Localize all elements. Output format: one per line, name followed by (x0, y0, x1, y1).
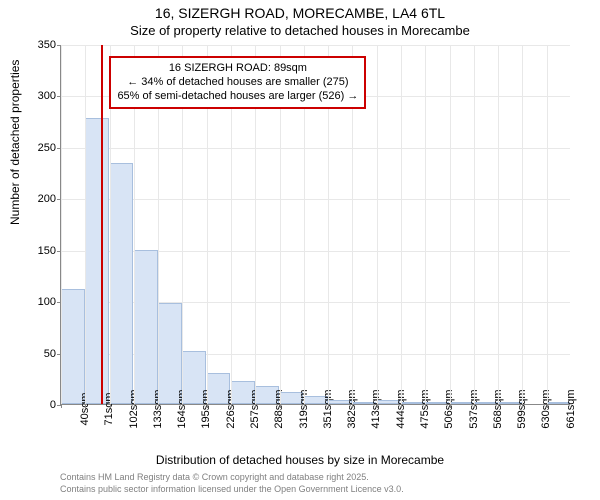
gridline-horizontal (61, 148, 570, 149)
gridline-horizontal (61, 45, 570, 46)
annotation-line: 16 SIZERGH ROAD: 89sqm (117, 61, 358, 75)
attribution-text: Contains HM Land Registry data © Crown c… (60, 472, 404, 495)
histogram-bar (110, 163, 134, 404)
gridline-vertical (450, 45, 451, 404)
gridline-vertical (498, 45, 499, 404)
gridline-vertical (377, 45, 378, 404)
ytick-label: 200 (38, 193, 56, 205)
y-axis-label: Number of detached properties (8, 60, 22, 225)
gridline-vertical (61, 45, 62, 404)
ytick-label: 300 (38, 90, 56, 102)
attribution-line: Contains HM Land Registry data © Crown c… (60, 472, 404, 484)
histogram-bar (134, 250, 158, 404)
histogram-bar (61, 289, 85, 404)
plot-area: 05010015020025030035040sqm71sqm102sqm133… (60, 45, 570, 405)
x-axis-label: Distribution of detached houses by size … (0, 453, 600, 467)
annotation-line: ← 34% of detached houses are smaller (27… (117, 75, 358, 89)
ytick-label: 150 (38, 245, 56, 257)
annotation-line: 65% of semi-detached houses are larger (… (117, 89, 358, 103)
histogram-bar (85, 118, 109, 404)
gridline-vertical (425, 45, 426, 404)
ytick-label: 0 (50, 399, 56, 411)
ytick-label: 100 (38, 296, 56, 308)
annotation-box: 16 SIZERGH ROAD: 89sqm← 34% of detached … (109, 56, 366, 109)
gridline-vertical (547, 45, 548, 404)
property-marker-line (101, 45, 103, 404)
ytick-label: 250 (38, 142, 56, 154)
chart-title-main: 16, SIZERGH ROAD, MORECAMBE, LA4 6TL (0, 5, 600, 21)
attribution-line: Contains public sector information licen… (60, 484, 404, 496)
gridline-vertical (522, 45, 523, 404)
gridline-vertical (401, 45, 402, 404)
ytick-label: 50 (44, 348, 56, 360)
histogram-chart: 16, SIZERGH ROAD, MORECAMBE, LA4 6TL Siz… (0, 0, 600, 500)
chart-title-sub: Size of property relative to detached ho… (0, 23, 600, 38)
ytick-label: 350 (38, 39, 56, 51)
gridline-vertical (474, 45, 475, 404)
gridline-vertical (85, 45, 86, 404)
gridline-horizontal (61, 199, 570, 200)
xtick-label: 661sqm (547, 389, 577, 428)
